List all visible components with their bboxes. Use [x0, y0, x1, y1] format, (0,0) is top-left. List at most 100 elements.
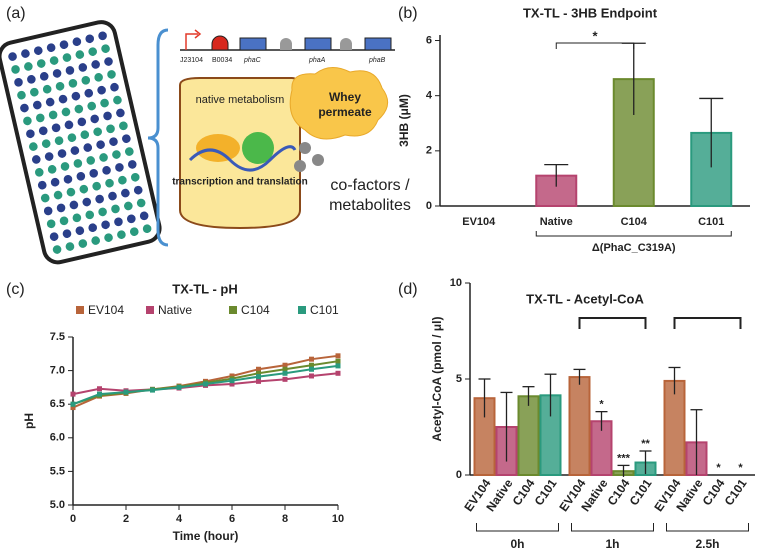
promoter — [185, 33, 198, 50]
marker — [229, 373, 235, 379]
well — [20, 103, 29, 113]
x-tick-label: 2 — [123, 513, 129, 525]
well — [106, 124, 115, 134]
legend-item: C104 — [229, 303, 270, 317]
marker — [229, 381, 235, 387]
chart-title: TX-TL - pH — [172, 281, 237, 296]
part-label: phaA — [308, 57, 326, 64]
well — [86, 156, 96, 165]
well — [126, 214, 136, 224]
well — [59, 216, 69, 226]
bar — [535, 174, 578, 207]
well — [107, 70, 116, 79]
well — [75, 226, 85, 236]
legend-item: Native — [146, 303, 192, 317]
well — [99, 153, 108, 162]
cell-label: native metabolism — [196, 94, 285, 106]
well — [85, 210, 95, 220]
well — [129, 227, 139, 236]
well — [97, 85, 106, 95]
well — [105, 178, 114, 188]
well — [38, 126, 48, 136]
whey — [289, 67, 389, 140]
well — [68, 78, 78, 88]
sig-label: ** — [641, 438, 650, 450]
y-tick-label: 0 — [456, 469, 462, 481]
x-tick-label: C101 — [627, 476, 655, 508]
well — [21, 49, 30, 58]
sig-label: * — [599, 399, 604, 411]
error-bar — [690, 409, 703, 475]
well — [142, 224, 152, 234]
well — [95, 194, 104, 204]
well — [85, 34, 95, 44]
well — [63, 174, 73, 184]
well — [35, 113, 45, 123]
well — [41, 139, 51, 148]
well — [100, 98, 109, 108]
x-tick-label: Native — [540, 216, 573, 228]
y-tick-label: 2 — [426, 145, 432, 157]
error-bar — [544, 163, 569, 187]
panel-label: (d) — [398, 281, 418, 298]
well — [92, 181, 101, 191]
well — [64, 120, 74, 130]
marker — [70, 401, 76, 407]
marker — [70, 391, 76, 397]
error-bar — [573, 368, 586, 385]
error-bar — [639, 450, 652, 475]
well — [66, 187, 76, 197]
comparison-bracket — [673, 317, 742, 329]
well — [78, 239, 88, 248]
sig-label: * — [592, 28, 598, 43]
well — [39, 72, 49, 81]
well — [72, 213, 82, 223]
well — [93, 127, 102, 137]
chart-title: TX-TL - 3HB Endpoint — [523, 5, 658, 20]
cell — [179, 77, 301, 230]
well — [47, 165, 57, 174]
well — [29, 142, 38, 151]
marker — [97, 386, 102, 392]
error-bar — [699, 97, 724, 168]
cofactor — [299, 142, 311, 154]
marker — [123, 389, 129, 395]
y-tick-label: 0 — [426, 200, 432, 212]
well — [119, 121, 128, 131]
y-tick-label: 6 — [426, 34, 432, 46]
well — [45, 97, 55, 107]
well — [33, 46, 43, 55]
well — [52, 69, 62, 78]
x-axis-label: Time (hour) — [173, 529, 239, 543]
well — [94, 73, 103, 82]
well — [90, 114, 99, 124]
gene — [239, 37, 267, 51]
well — [109, 137, 118, 146]
well — [50, 177, 60, 187]
legend-swatch — [229, 306, 237, 314]
marker — [309, 362, 314, 368]
marker — [282, 366, 288, 372]
well — [24, 62, 33, 71]
bar — [517, 395, 540, 476]
terminator — [280, 38, 292, 50]
rbs — [211, 35, 229, 51]
bar — [663, 379, 686, 477]
well — [75, 50, 85, 59]
x-tick-label: 8 — [282, 513, 288, 525]
marker — [335, 353, 341, 359]
marker — [97, 391, 102, 397]
well — [114, 217, 123, 227]
marker — [256, 374, 261, 380]
marker — [70, 405, 76, 411]
cofactor-label: metabolites — [329, 197, 411, 214]
y-tick-label: 5.5 — [50, 465, 65, 477]
well — [83, 143, 93, 152]
well — [49, 232, 59, 241]
mrna — [188, 145, 297, 172]
well — [104, 57, 113, 66]
well — [70, 146, 80, 155]
well — [30, 87, 39, 97]
well — [51, 123, 61, 133]
x-tick-label: C104 — [700, 476, 728, 508]
